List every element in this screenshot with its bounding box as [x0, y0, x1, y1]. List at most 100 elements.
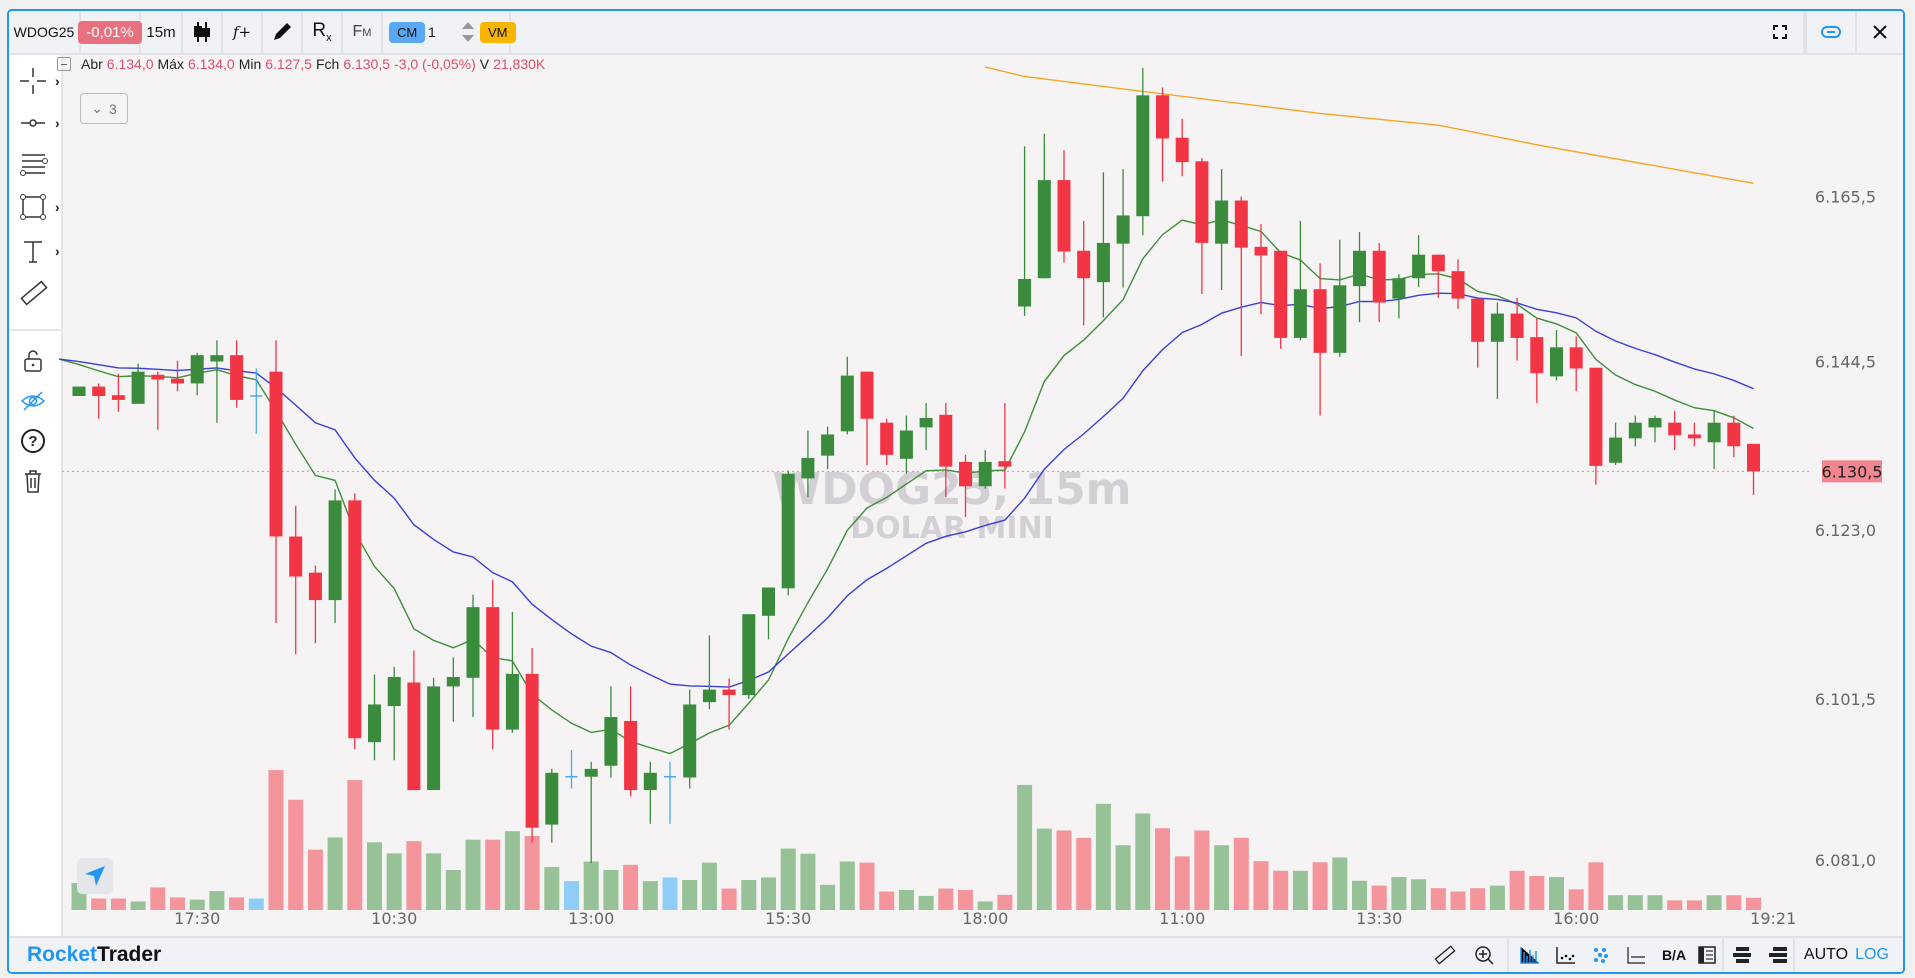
indicators-icon: f+: [232, 23, 252, 41]
candle-body: [466, 607, 480, 678]
text-tool[interactable]: ›: [19, 235, 60, 267]
fm-button[interactable]: FM: [343, 11, 383, 53]
dots-toggle[interactable]: [1554, 938, 1578, 972]
trend-line-icon: [21, 119, 45, 127]
volume-bar: [150, 887, 166, 910]
bid-ask-toggle[interactable]: B/A: [1661, 947, 1687, 963]
divider: [1507, 938, 1509, 972]
vm-button[interactable]: VM: [480, 21, 516, 43]
shape-tool[interactable]: ›: [19, 191, 60, 223]
dom-right-toggle[interactable]: [1766, 938, 1790, 972]
auto-scale-toggle[interactable]: AUTO: [1803, 946, 1849, 963]
volume-bar: [839, 861, 855, 910]
volume-bar: [288, 799, 304, 910]
volume-bar: [1509, 870, 1525, 910]
heatmap-toggle[interactable]: [1589, 938, 1613, 972]
timeframe-button[interactable]: 15m: [141, 11, 183, 53]
candle-body: [1116, 215, 1130, 244]
axis-toggle[interactable]: [1624, 938, 1648, 972]
time-tick-label: 13:00: [568, 909, 614, 928]
candle-body: [1175, 137, 1189, 163]
volume-bar: [682, 880, 698, 910]
time-tick-label: 13:30: [1356, 909, 1402, 928]
candle-body: [1096, 242, 1110, 283]
dom-left-toggle[interactable]: [1730, 938, 1754, 972]
candle-body: [111, 395, 125, 400]
high-value: 6.134,0: [187, 56, 235, 72]
cm-button[interactable]: CM: [389, 21, 426, 43]
help-icon: ?: [21, 429, 45, 453]
candle: [683, 689, 697, 789]
volume-bar: [741, 880, 757, 910]
log-scale-toggle[interactable]: LOG: [1855, 946, 1889, 963]
price-axis[interactable]: 6.165,5 6.144,5 6.123,0 6.101,5 6.081,0 6.130…: [1815, 188, 1883, 870]
crosshair-tool[interactable]: ›: [19, 65, 60, 97]
zoom-button[interactable]: [1472, 938, 1496, 972]
delete-drawings-button[interactable]: [19, 465, 59, 497]
quantity-input[interactable]: 1: [428, 24, 436, 40]
volume-bar: [1391, 877, 1407, 910]
measure-button[interactable]: [1433, 938, 1457, 972]
time-axis[interactable]: 17:30 10:30 13:00 15:30 18:00 11:00 13:30 16:00…: [174, 909, 1796, 928]
candle-body: [1412, 254, 1426, 279]
candle: [742, 614, 756, 699]
volume-bar: [642, 881, 658, 910]
collapse-legend-button[interactable]: [57, 57, 71, 71]
candle-body: [801, 458, 815, 479]
lock-button[interactable]: [19, 345, 59, 377]
candle: [565, 750, 578, 789]
volume-bars-icon: [1520, 947, 1539, 964]
candle-body: [545, 772, 559, 825]
chart-type-button[interactable]: [183, 11, 223, 53]
book-toggle[interactable]: [1695, 938, 1719, 972]
line-tool[interactable]: ›: [19, 107, 60, 139]
volume-toggle[interactable]: [1518, 938, 1542, 972]
indicators-button[interactable]: f+: [223, 11, 263, 53]
volume-bar: [1667, 900, 1683, 910]
link-button[interactable]: [1805, 11, 1857, 53]
volume-bar: [977, 901, 993, 910]
candle: [959, 454, 972, 517]
candle: [821, 426, 835, 469]
volume-bar: [1470, 888, 1486, 910]
candle-body: [978, 461, 992, 487]
candles: [72, 67, 1760, 864]
drawing-toolbar: › › › › ?: [9, 55, 63, 938]
indicators-toggle[interactable]: ⌄ 3: [80, 93, 128, 124]
fullscreen-button[interactable]: [1757, 11, 1805, 53]
candle: [1254, 224, 1268, 315]
close-button[interactable]: [1857, 11, 1903, 53]
volume-bar: [1155, 828, 1170, 910]
price-tick-label: 6.081,0: [1815, 851, 1876, 870]
quantity-stepper[interactable]: [461, 19, 475, 45]
candle: [250, 368, 263, 434]
candle: [1687, 422, 1701, 447]
candle-body: [1254, 246, 1268, 256]
candle: [171, 360, 184, 392]
moving-average-line: [58, 219, 1754, 755]
drawing-button[interactable]: [263, 11, 303, 53]
rx-icon: Rx: [312, 20, 332, 44]
ruler-tool[interactable]: [19, 277, 59, 309]
fib-tool[interactable]: [19, 149, 59, 181]
dots-grid-icon: [1594, 948, 1608, 963]
candle: [624, 686, 638, 797]
help-button[interactable]: ?: [19, 425, 59, 457]
candle-body: [1136, 95, 1150, 217]
volume-bar: [110, 898, 126, 910]
candle-body: [446, 677, 460, 687]
unlock-icon: [24, 350, 42, 372]
hide-drawings-button[interactable]: [19, 385, 59, 417]
time-tick-label: 10:30: [371, 909, 417, 928]
moving-average-line: [58, 292, 1754, 688]
reset-button[interactable]: Rx: [303, 11, 343, 53]
watermark-subtitle: DOLAR MINI: [850, 511, 1054, 546]
volume-bar: [1233, 837, 1249, 910]
candle: [427, 677, 441, 791]
navigate-button[interactable]: [77, 858, 113, 894]
candle: [1116, 169, 1130, 288]
candle: [348, 493, 362, 750]
candle: [1648, 415, 1662, 443]
candle-body: [762, 587, 775, 616]
